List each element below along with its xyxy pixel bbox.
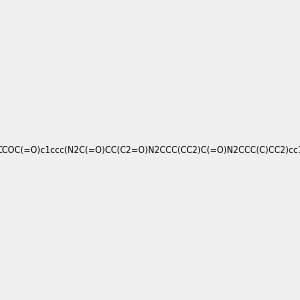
Text: CCOC(=O)c1ccc(N2C(=O)CC(C2=O)N2CCC(CC2)C(=O)N2CCC(C)CC2)cc1: CCOC(=O)c1ccc(N2C(=O)CC(C2=O)N2CCC(CC2)C… [0, 146, 300, 154]
